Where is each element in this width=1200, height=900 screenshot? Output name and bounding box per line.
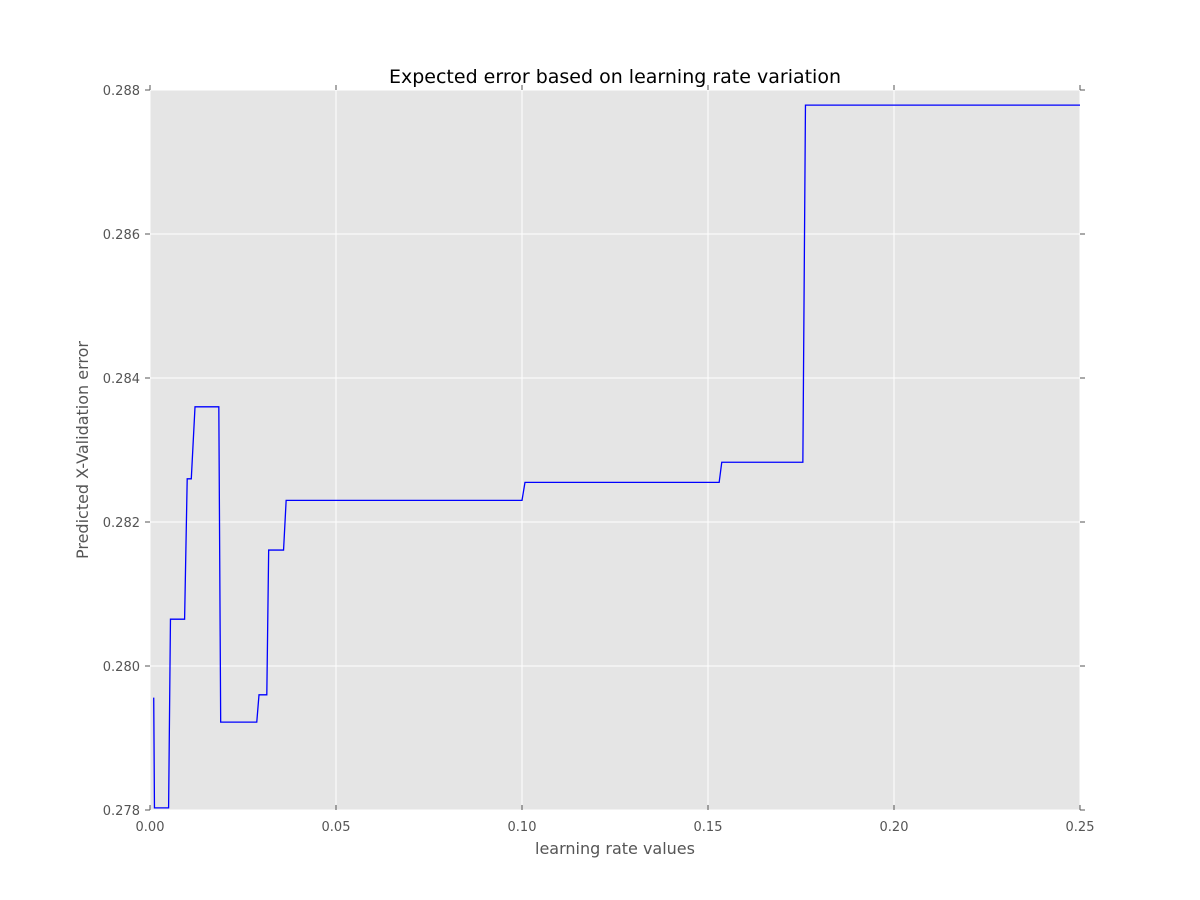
y-tick-label: 0.284 (103, 372, 140, 387)
x-tick-label: 0.10 (508, 820, 537, 835)
x-tick-label: 0.15 (694, 820, 723, 835)
plot-background (150, 90, 1080, 810)
x-tick-label: 0.05 (322, 820, 351, 835)
chart-title: Expected error based on learning rate va… (389, 66, 841, 88)
y-tick-label: 0.288 (103, 84, 140, 99)
y-axis-label: Predicted X-Validation error (73, 341, 92, 559)
y-tick-label: 0.280 (103, 660, 140, 675)
x-axis-label: learning rate values (535, 839, 695, 858)
x-tick-label: 0.25 (1066, 820, 1095, 835)
y-tick-label: 0.286 (103, 228, 140, 243)
y-tick-label: 0.278 (103, 804, 140, 819)
grid (149, 89, 1081, 811)
series-line (153, 104, 1080, 809)
x-tick-label: 0.20 (880, 820, 909, 835)
axis-ticks: 0.00 0.05 0.10 0.15 0.20 0.25 0.278 0.280 0.282 0… (103, 84, 1095, 835)
y-tick-label: 0.282 (103, 516, 140, 531)
x-tick-label: 0.00 (136, 820, 165, 835)
series-layer (153, 104, 1080, 809)
